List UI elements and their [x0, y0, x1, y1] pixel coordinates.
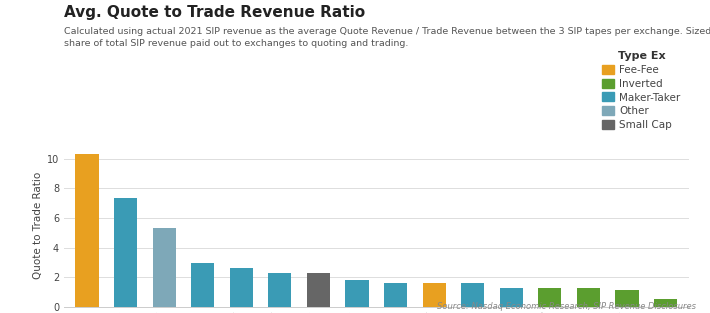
Bar: [462, 283, 484, 307]
Text: Avg. Quote to Trade Revenue Ratio: Avg. Quote to Trade Revenue Ratio: [64, 5, 365, 20]
Bar: [577, 288, 600, 307]
Bar: [422, 283, 446, 307]
Bar: [538, 288, 562, 307]
Bar: [654, 299, 677, 307]
Text: Source: Nasdaq Economic Research, SIP Revenue Disclosures: Source: Nasdaq Economic Research, SIP Re…: [437, 302, 696, 311]
Bar: [500, 288, 523, 307]
Legend: Fee-Fee, Inverted, Maker-Taker, Other, Small Cap: Fee-Fee, Inverted, Maker-Taker, Other, S…: [599, 48, 684, 133]
Bar: [346, 280, 368, 307]
Bar: [268, 273, 291, 307]
Bar: [384, 283, 407, 307]
Bar: [114, 198, 137, 307]
Bar: [616, 290, 638, 307]
Y-axis label: Quote to Trade Ratio: Quote to Trade Ratio: [33, 172, 43, 279]
Bar: [307, 273, 330, 307]
Bar: [230, 268, 253, 307]
Text: Calculated using actual 2021 SIP revenue as the average Quote Revenue / Trade Re: Calculated using actual 2021 SIP revenue…: [64, 27, 710, 48]
Bar: [75, 154, 99, 307]
Bar: [153, 228, 176, 307]
Bar: [191, 263, 214, 307]
